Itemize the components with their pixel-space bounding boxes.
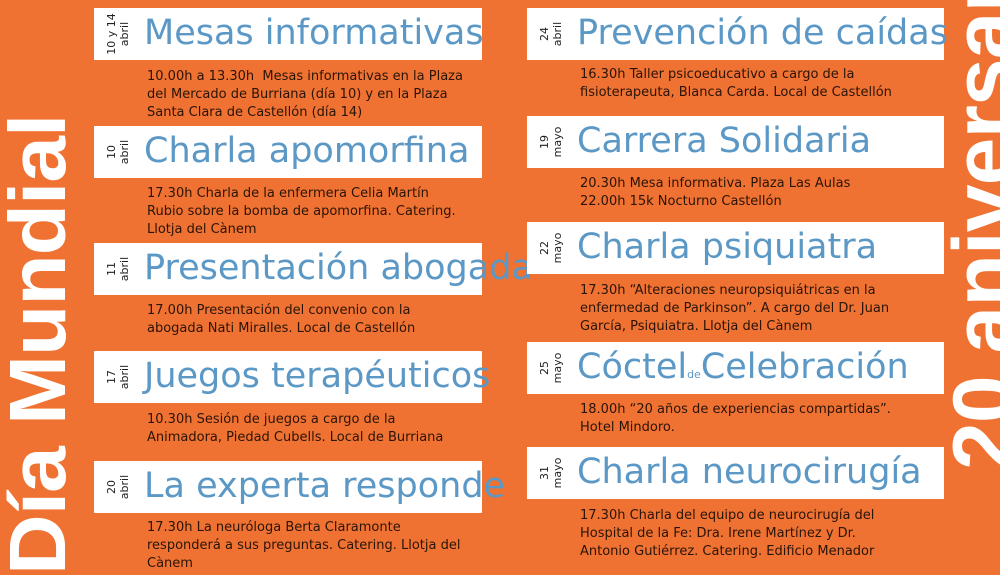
event-header: 24 abril Prevención de caídas bbox=[527, 8, 948, 60]
event-month: mayo bbox=[551, 232, 564, 264]
event-date-text: 20 abril bbox=[105, 461, 131, 513]
event-date: 20 abril bbox=[98, 461, 138, 513]
event-header: 10 abril Charla apomorfina bbox=[94, 126, 482, 178]
dia-mundial-heading: Día Mundial bbox=[0, 114, 83, 575]
event-date-text: 31 mayo bbox=[538, 447, 564, 499]
event-day: 22 bbox=[538, 241, 551, 255]
event-header: 17 abril Juegos terapéuticos bbox=[94, 351, 490, 403]
event-description: 17.00h Presentación del convenio con la … bbox=[147, 303, 416, 336]
event-day: 25 bbox=[538, 361, 551, 375]
event-date-text: 22 mayo bbox=[538, 222, 564, 274]
event-header: 22 mayo Charla psiquiatra bbox=[527, 222, 944, 274]
event-date-text: 11 abril bbox=[105, 243, 131, 295]
event-title: Presentación abogada bbox=[144, 248, 533, 288]
event-date-text: 17 abril bbox=[105, 351, 131, 403]
event-description: 18.00h “20 años de experiencias comparti… bbox=[580, 402, 891, 435]
event-date: 24 abril bbox=[531, 8, 571, 60]
event-month: abril bbox=[118, 256, 131, 282]
event-title: La experta responde bbox=[144, 466, 506, 506]
event-day: 20 bbox=[105, 480, 118, 494]
event-title: Mesas informativas bbox=[144, 13, 484, 53]
event-title-part: de bbox=[687, 368, 701, 381]
event-date: 22 mayo bbox=[531, 222, 571, 274]
event-date-text: 19 mayo bbox=[538, 116, 564, 168]
event-date: 19 mayo bbox=[531, 116, 571, 168]
event-title: Charla psiquiatra bbox=[577, 227, 878, 267]
event-description: 10.00h a 13.30h Mesas informativas en la… bbox=[147, 69, 463, 120]
event-month: mayo bbox=[551, 457, 564, 489]
event-header: 10 y 14 abril Mesas informativas bbox=[94, 8, 484, 60]
event-title: Juegos terapéuticos bbox=[144, 356, 491, 396]
event-description: 17.30h Charla del equipo de neurocirugía… bbox=[580, 508, 875, 559]
event-title: Carrera Solidaria bbox=[577, 121, 872, 161]
event-title-part: Cóctel bbox=[577, 347, 688, 387]
event-date-text: 10 abril bbox=[105, 126, 131, 178]
event-day: 24 bbox=[538, 27, 551, 41]
event-title: Prevención de caídas bbox=[577, 13, 948, 53]
event-date: 25 mayo bbox=[531, 342, 571, 394]
event-title: CócteldeCelebración bbox=[577, 344, 909, 398]
event-title-part: Celebración bbox=[700, 347, 909, 387]
event-title: Charla apomorfina bbox=[144, 131, 470, 171]
event-month: abril bbox=[118, 364, 131, 390]
event-description: 17.30h Charla de la enfermera Celia Mart… bbox=[147, 186, 456, 237]
event-date: 11 abril bbox=[98, 243, 138, 295]
event-month: mayo bbox=[551, 126, 564, 158]
event-header: 11 abril Presentación abogada bbox=[94, 243, 533, 295]
event-date: 10 abril bbox=[98, 126, 138, 178]
event-day: 11 bbox=[105, 262, 118, 276]
event-day: 10 y 14 bbox=[105, 13, 118, 55]
event-date-text: 10 y 14 abril bbox=[105, 8, 131, 60]
event-month: abril bbox=[118, 21, 131, 47]
event-header: 25 mayo CócteldeCelebración bbox=[527, 342, 944, 394]
event-description: 16.30h Taller psicoeducativo a cargo de … bbox=[580, 67, 892, 100]
event-description: 17.30h “Alteraciones neuropsiquiátricas … bbox=[580, 283, 890, 334]
event-description: 17.30h La neuróloga Berta Claramonte res… bbox=[147, 520, 461, 571]
event-month: abril bbox=[551, 21, 564, 47]
event-day: 10 bbox=[105, 145, 118, 159]
event-month: mayo bbox=[551, 352, 564, 384]
event-day: 19 bbox=[538, 135, 551, 149]
event-description: 20.30h Mesa informativa. Plaza Las Aulas… bbox=[580, 176, 851, 209]
event-title: Charla neurocirugía bbox=[577, 452, 922, 492]
event-description: 10.30h Sesión de juegos a cargo de la An… bbox=[147, 412, 444, 445]
event-day: 17 bbox=[105, 370, 118, 384]
event-day: 31 bbox=[538, 466, 551, 480]
event-header: 20 abril La experta responde bbox=[94, 461, 505, 513]
event-month: abril bbox=[118, 474, 131, 500]
event-date: 10 y 14 abril bbox=[98, 8, 138, 60]
event-month: abril bbox=[118, 139, 131, 165]
event-date: 17 abril bbox=[98, 351, 138, 403]
aniversario-heading: 20 aniversario bbox=[936, 0, 1000, 470]
event-header: 31 mayo Charla neurocirugía bbox=[527, 447, 944, 499]
event-date-text: 24 abril bbox=[538, 8, 564, 60]
event-date: 31 mayo bbox=[531, 447, 571, 499]
event-header: 19 mayo Carrera Solidaria bbox=[527, 116, 944, 168]
event-date-text: 25 mayo bbox=[538, 342, 564, 394]
